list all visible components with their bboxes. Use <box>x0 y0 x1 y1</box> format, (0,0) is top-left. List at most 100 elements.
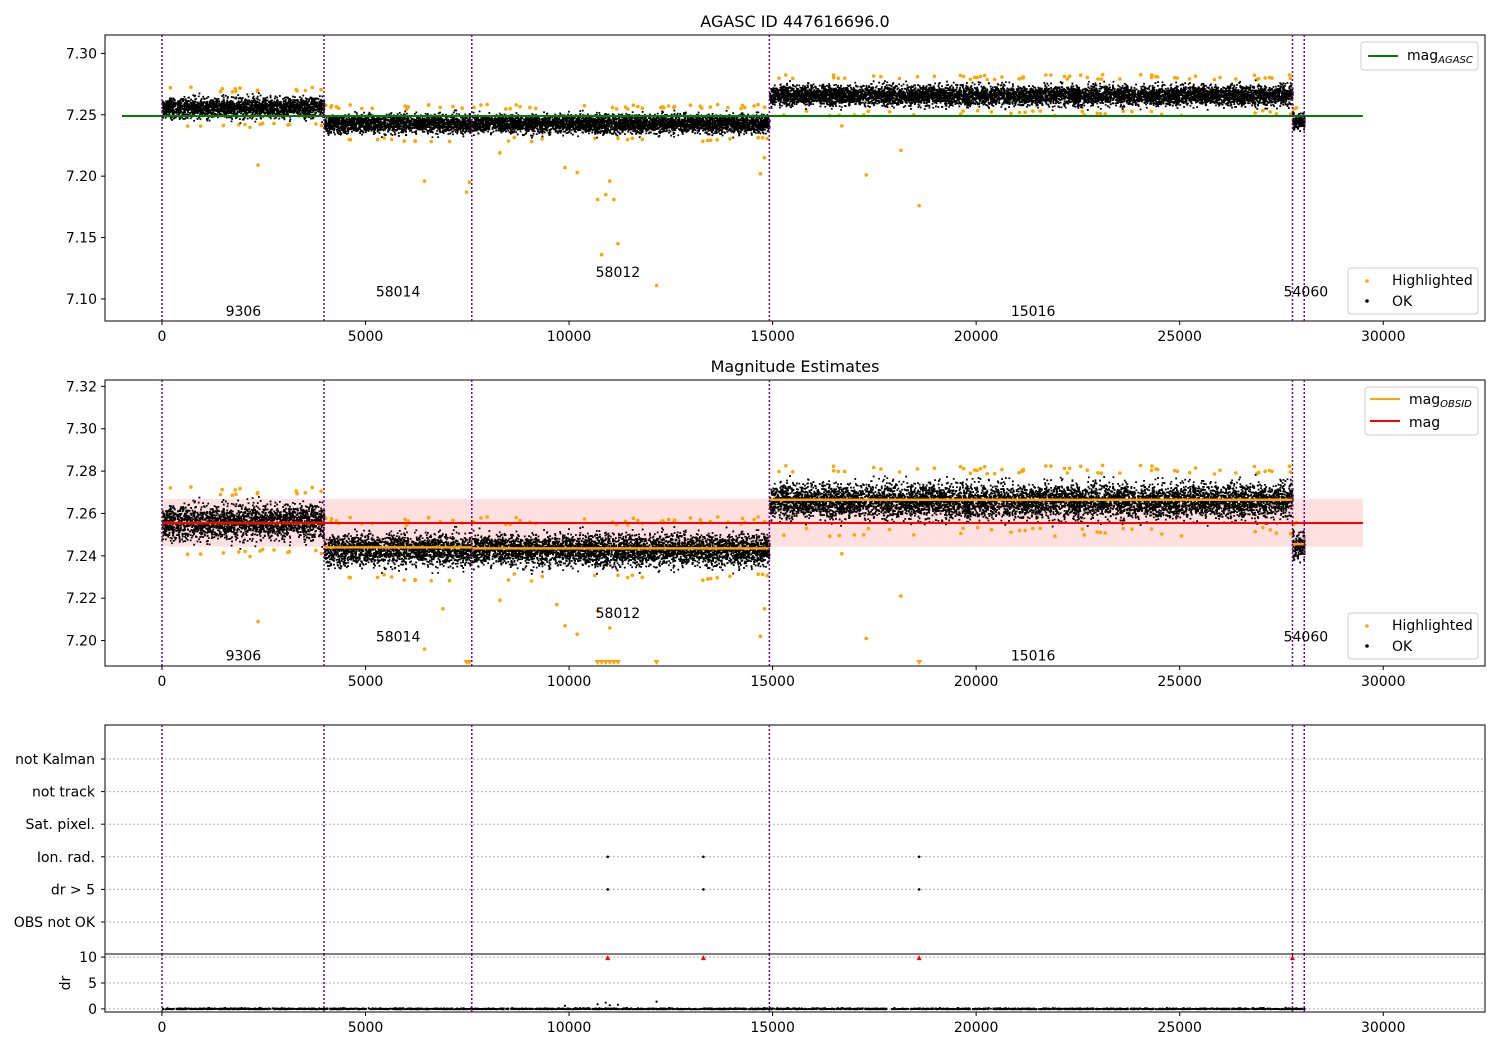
highlighted-point <box>1017 528 1022 533</box>
flag-category-label: dr > 5 <box>51 882 95 898</box>
y-tick-label: 7.25 <box>66 108 97 124</box>
highlighted-point <box>636 104 640 109</box>
highlighted-point <box>429 139 434 144</box>
highlighted-point <box>406 519 411 523</box>
highlighted-point <box>616 241 620 246</box>
highlighted-point <box>1130 109 1134 114</box>
highlighted-point <box>334 519 339 523</box>
dr-clipped-marker <box>916 955 922 961</box>
highlighted-point <box>932 466 937 471</box>
highlighted-point <box>630 136 635 141</box>
highlighted-point <box>840 551 844 556</box>
highlighted-point <box>1263 76 1267 80</box>
highlighted-point <box>460 106 464 110</box>
dr-outlier-point <box>608 1004 611 1007</box>
dr-outlier-point <box>596 1003 599 1006</box>
dr-clipped-marker <box>700 955 706 961</box>
highlighted-point <box>1044 464 1048 468</box>
highlighted-point <box>871 74 876 78</box>
highlighted-point <box>593 573 597 578</box>
highlighted-point <box>234 492 238 497</box>
highlighted-point <box>840 124 844 128</box>
highlighted-point <box>698 518 703 522</box>
highlighted-point <box>406 105 411 109</box>
dr-clipped-marker <box>605 955 611 961</box>
highlighted-point <box>958 73 963 78</box>
highlighted-point <box>255 491 260 496</box>
highlighted-point <box>221 551 226 555</box>
highlighted-point <box>666 517 671 522</box>
highlighted-point <box>1103 531 1107 535</box>
highlighted-point <box>238 86 242 90</box>
highlighted-point <box>887 110 892 114</box>
highlighted-point <box>512 135 517 140</box>
highlighted-point <box>1062 466 1067 471</box>
highlighted-point <box>1261 108 1265 113</box>
flag-category-label: not track <box>32 785 96 801</box>
clipped-point-marker <box>614 660 621 665</box>
highlighted-point <box>762 105 767 109</box>
clipped-point-marker <box>598 660 605 665</box>
highlighted-point <box>1099 77 1104 81</box>
x-tick-label: 20000 <box>954 1020 999 1036</box>
highlighted-point <box>534 106 538 111</box>
highlighted-point <box>599 252 604 257</box>
highlighted-point <box>528 105 532 110</box>
highlighted-point <box>1098 111 1103 116</box>
highlighted-point <box>715 575 719 580</box>
highlighted-point <box>982 73 987 78</box>
legend-agasc: magAGASC <box>1360 41 1479 71</box>
highlighted-point <box>403 517 407 522</box>
highlighted-point <box>294 489 299 493</box>
highlighted-point <box>961 74 966 79</box>
x-tick-label: 10000 <box>547 329 592 345</box>
obsid-label: 54060 <box>1284 285 1329 301</box>
highlighted-point <box>1067 466 1072 471</box>
clipped-point-marker <box>610 660 617 665</box>
highlighted-point <box>1150 73 1154 77</box>
highlighted-point <box>728 137 732 141</box>
obsid-label: 54060 <box>1284 629 1329 645</box>
highlighted-point <box>438 105 443 110</box>
highlighted-point <box>1049 464 1053 468</box>
highlighted-point <box>612 197 616 202</box>
highlighted-point <box>319 551 324 556</box>
highlighted-point <box>508 106 512 111</box>
highlighted-point <box>831 73 836 77</box>
y-tick-label: 7.20 <box>66 169 97 185</box>
highlighted-point <box>1017 77 1021 81</box>
x-tick-label: 30000 <box>1361 674 1406 690</box>
highlighted-point <box>985 77 989 82</box>
x-tick-label: 20000 <box>954 674 999 690</box>
highlighted-point <box>1218 75 1222 80</box>
highlighted-point <box>479 516 483 520</box>
highlighted-point <box>742 105 747 110</box>
highlighted-point <box>1038 526 1043 531</box>
highlighted-point <box>625 575 630 580</box>
highlighted-point <box>518 104 522 109</box>
highlighted-point <box>978 466 983 471</box>
highlighted-point <box>464 190 469 194</box>
highlighted-point <box>989 527 994 532</box>
highlighted-point <box>1065 77 1070 81</box>
highlighted-point <box>1294 106 1299 110</box>
highlighted-point <box>1160 532 1164 536</box>
highlighted-point <box>756 102 760 107</box>
plot-frame <box>104 34 1486 322</box>
highlighted-point <box>447 139 452 144</box>
highlighted-point <box>319 489 323 494</box>
highlighted-point <box>708 138 713 142</box>
highlighted-point <box>1118 77 1122 81</box>
highlighted-point <box>1155 467 1160 472</box>
highlighted-point <box>972 468 977 472</box>
highlighted-point <box>1062 74 1067 79</box>
flag-point <box>702 855 705 859</box>
highlighted-point <box>506 139 511 143</box>
legend-highlighted-ok: Highlighted OK <box>1347 267 1479 315</box>
highlighted-point <box>1263 469 1267 474</box>
highlighted-point <box>1212 77 1217 82</box>
highlighted-point <box>827 534 832 538</box>
highlighted-point <box>230 90 235 94</box>
highlighted-point <box>256 163 260 167</box>
clipped-point-marker <box>466 660 473 665</box>
